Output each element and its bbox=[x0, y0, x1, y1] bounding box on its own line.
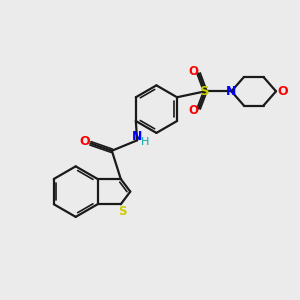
Text: N: N bbox=[132, 130, 142, 143]
Text: O: O bbox=[79, 135, 90, 148]
Text: H: H bbox=[141, 137, 150, 147]
Text: S: S bbox=[118, 205, 127, 218]
Text: S: S bbox=[200, 85, 210, 98]
Text: O: O bbox=[278, 85, 288, 98]
Text: O: O bbox=[188, 104, 198, 117]
Text: O: O bbox=[188, 64, 198, 78]
Text: N: N bbox=[226, 85, 237, 98]
